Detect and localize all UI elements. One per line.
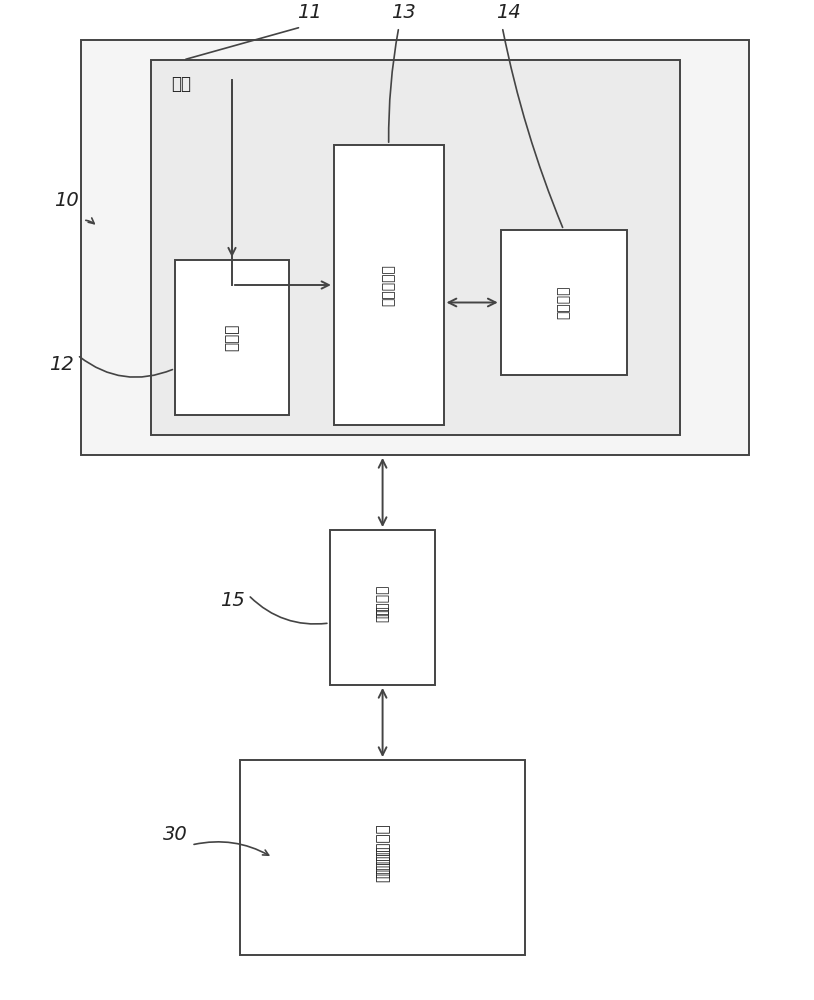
- Text: 12: 12: [49, 356, 73, 374]
- Bar: [334, 145, 444, 425]
- Text: 嵌入式硬件: 嵌入式硬件: [382, 264, 396, 306]
- Text: 储存装置: 储存装置: [557, 286, 571, 319]
- Bar: [501, 230, 627, 375]
- Bar: [81, 40, 749, 455]
- Bar: [330, 530, 435, 685]
- Text: 游戏场管理伺: 游戏场管理伺: [375, 824, 390, 878]
- Text: 13: 13: [391, 2, 415, 21]
- Text: 服务系统: 服务系统: [375, 846, 390, 882]
- Text: 处理器: 处理器: [225, 324, 239, 351]
- Text: 11: 11: [297, 2, 322, 21]
- Bar: [240, 760, 525, 955]
- Bar: [151, 60, 680, 435]
- FancyArrowPatch shape: [503, 30, 562, 227]
- FancyArrowPatch shape: [250, 597, 327, 624]
- Text: 15: 15: [220, 590, 244, 609]
- Text: 主板: 主板: [171, 75, 191, 93]
- FancyArrowPatch shape: [85, 218, 94, 224]
- Text: 14: 14: [497, 2, 521, 21]
- FancyArrowPatch shape: [194, 842, 269, 855]
- Bar: [175, 260, 289, 415]
- Text: 10: 10: [55, 190, 79, 210]
- Text: 通讯终端: 通讯终端: [375, 585, 390, 618]
- FancyArrowPatch shape: [186, 28, 299, 59]
- Text: 主机: 主机: [375, 605, 390, 622]
- FancyArrowPatch shape: [80, 357, 173, 377]
- FancyArrowPatch shape: [388, 30, 398, 142]
- Text: 30: 30: [163, 826, 187, 844]
